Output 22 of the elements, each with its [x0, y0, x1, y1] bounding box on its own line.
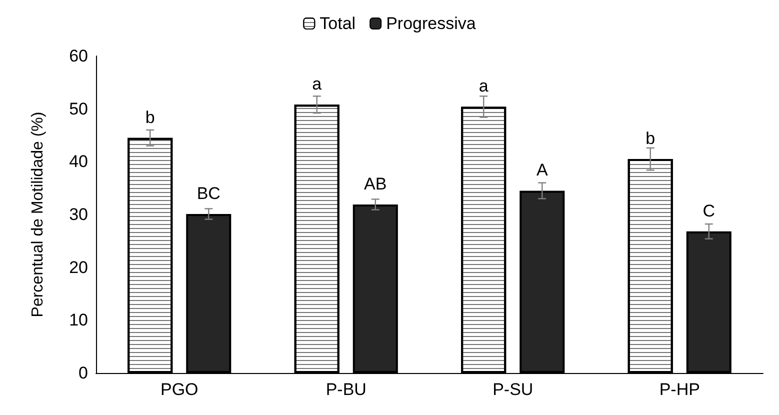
y-tick-label: 10 — [69, 310, 88, 330]
data-label: BC — [196, 184, 220, 203]
x-tick-label: P-SU — [492, 380, 534, 399]
x-tick-label: PGO — [160, 380, 198, 399]
y-tick-label: 20 — [69, 258, 88, 277]
data-label: C — [702, 201, 716, 220]
data-label: b — [145, 108, 155, 127]
x-tick-label: P-BU — [326, 380, 366, 399]
data-label: b — [646, 129, 656, 148]
y-tick-label: 30 — [69, 205, 88, 224]
data-label: a — [478, 76, 489, 96]
data-label: AB — [364, 174, 387, 194]
y-tick-label: 0 — [78, 364, 88, 382]
legend-label: Progressiva — [386, 14, 476, 33]
y-axis-title: Percentual de Motilidade (%) — [30, 112, 46, 318]
y-tick-label: 60 — [69, 46, 88, 66]
data-label: A — [536, 160, 548, 180]
y-tick-label: 50 — [69, 99, 88, 118]
data-label: a — [312, 74, 322, 94]
x-tick-label: P-HP — [659, 380, 700, 399]
legend-label: Total — [320, 14, 356, 33]
y-tick-label: 40 — [69, 152, 88, 172]
